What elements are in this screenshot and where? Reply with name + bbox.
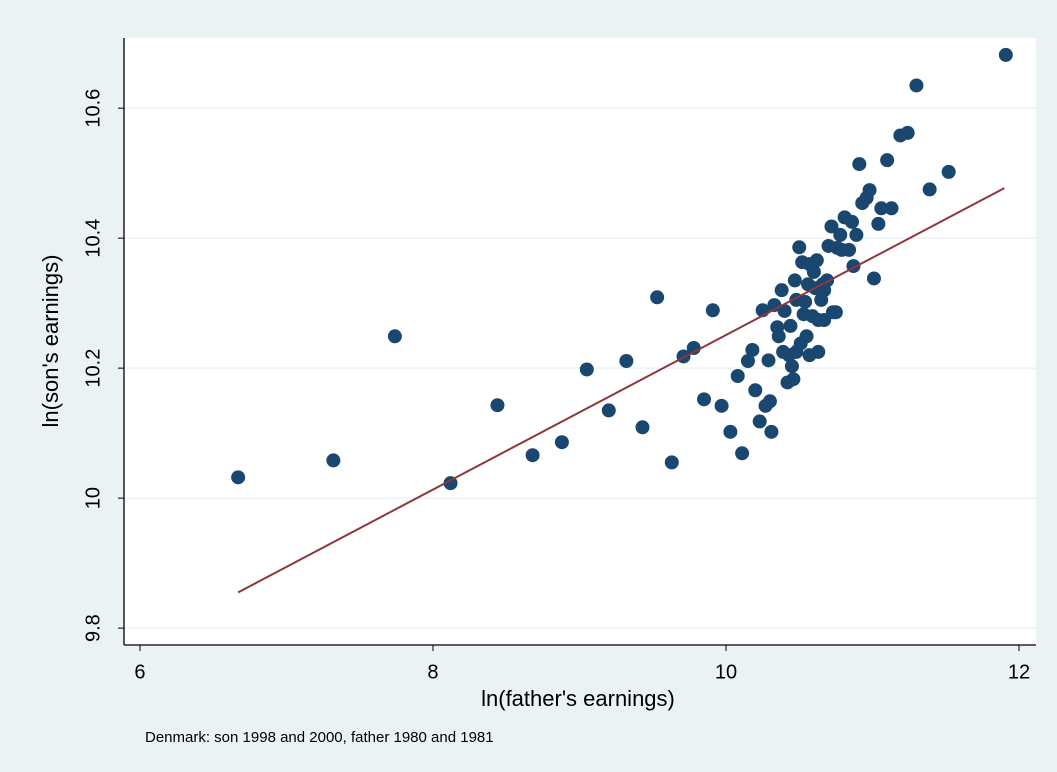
x-tick-label: 10 [715, 661, 737, 683]
x-tick-label: 8 [427, 661, 438, 683]
y-tick-label: 9.8 [82, 614, 104, 642]
point [735, 446, 750, 461]
point [387, 329, 402, 344]
point [748, 383, 763, 398]
point [774, 283, 789, 298]
point [842, 242, 857, 257]
point [833, 227, 848, 242]
y-tick-label: 10 [82, 487, 104, 509]
x-axis-title: ln(father's earnings) [481, 686, 675, 711]
y-tick-label: 10.6 [82, 89, 104, 128]
note: Denmark: son 1998 and 2000, father 1980 … [145, 729, 494, 746]
point [579, 362, 594, 377]
point [871, 216, 886, 231]
plot-area [124, 38, 1036, 645]
point [730, 368, 745, 383]
point [824, 219, 839, 234]
point [787, 273, 802, 288]
point [783, 318, 798, 333]
x-tick-label: 12 [1008, 661, 1030, 683]
point [697, 392, 712, 407]
point [884, 201, 899, 216]
point [941, 164, 956, 179]
point [866, 271, 881, 286]
point [705, 303, 720, 318]
point [811, 344, 826, 359]
point [740, 353, 755, 368]
point [777, 303, 792, 318]
point [852, 157, 867, 172]
point [554, 435, 569, 450]
point [900, 125, 915, 140]
point [525, 448, 540, 463]
y-axis-title: ln(son's earnings) [38, 255, 63, 428]
y-tick-label: 10.2 [82, 349, 104, 388]
point [862, 183, 877, 198]
point [809, 253, 824, 268]
point [326, 453, 341, 468]
point [714, 398, 729, 413]
point [723, 424, 738, 439]
point [490, 398, 505, 413]
point [762, 394, 777, 409]
point [828, 305, 843, 320]
point [635, 420, 650, 435]
point [231, 470, 246, 485]
point [686, 340, 701, 355]
point [764, 424, 779, 439]
point [874, 201, 889, 216]
point [998, 47, 1013, 62]
x-tick-label: 6 [134, 661, 145, 683]
point [601, 403, 616, 418]
point [771, 329, 786, 344]
point [664, 455, 679, 470]
point [650, 290, 665, 305]
point [799, 329, 814, 344]
point [786, 372, 801, 387]
point [443, 476, 458, 491]
point [798, 294, 813, 309]
point [784, 359, 799, 374]
point [849, 227, 864, 242]
point [752, 414, 767, 429]
point [909, 78, 924, 93]
point [844, 214, 859, 229]
point [792, 240, 807, 255]
y-tick-label: 10.4 [82, 219, 104, 258]
fit-line [237, 187, 1005, 594]
point [619, 353, 634, 368]
point [806, 264, 821, 279]
point [880, 153, 895, 168]
point [922, 182, 937, 197]
point [745, 342, 760, 357]
point [761, 353, 776, 368]
